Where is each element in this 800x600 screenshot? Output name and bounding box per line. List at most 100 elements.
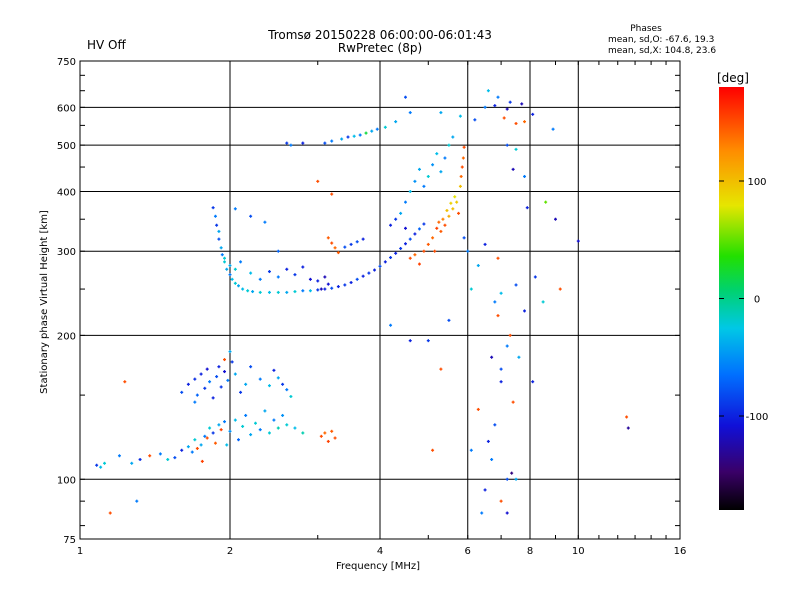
data-point [499,291,503,295]
data-point [496,256,500,260]
data-point [226,378,230,382]
data-point [514,147,518,151]
y-tick-label: 600 [57,103,76,114]
data-point [148,454,152,458]
data-point [493,423,497,427]
data-point [435,226,439,230]
data-point [625,415,629,419]
data-point [541,300,545,304]
data-point [323,141,327,145]
data-point [343,245,347,249]
data-point [276,290,280,294]
data-point [476,264,480,268]
data-point [258,428,262,432]
data-point [551,127,555,131]
data-point [458,114,462,118]
data-point [186,445,190,449]
data-point [355,240,359,244]
data-point [285,388,289,392]
data-point [499,367,503,371]
data-point [285,141,289,145]
data-point [219,246,223,250]
x-tick-label: 1 [77,546,83,557]
data-point [469,287,473,291]
colorbar-tick-label: -100 [746,412,769,423]
data-point [445,209,449,213]
x-tick-label: 2 [227,546,233,557]
data-point [460,165,464,169]
data-point [130,461,134,465]
data-point [417,227,421,231]
data-point [451,207,455,211]
data-point [449,201,453,205]
data-point [267,290,271,294]
data-point [233,267,237,271]
data-point [253,421,257,425]
data-point [123,380,127,384]
data-point [236,438,240,442]
data-point [417,262,421,266]
data-point [533,275,537,279]
data-point [323,287,327,291]
data-point [462,236,466,240]
data-point [517,355,521,359]
data-point [200,459,204,463]
data-point [215,375,219,379]
data-point [493,104,497,108]
data-point [486,439,490,443]
data-point [461,156,465,160]
data-point [626,426,630,430]
data-point [258,277,262,281]
data-point [199,443,203,447]
data-point [553,217,557,221]
data-point [193,438,197,442]
data-point [138,457,142,461]
data-point [330,139,334,143]
data-point [219,428,223,432]
data-point [422,184,426,188]
x-tick-label: 4 [377,546,383,557]
data-point [514,122,518,126]
data-point [453,195,457,199]
data-point [343,283,347,287]
data-point [241,424,245,428]
data-point [267,270,271,274]
data-point [301,141,305,145]
data-point [330,192,334,196]
data-point [166,457,170,461]
data-point [483,488,487,492]
data-point [223,260,227,264]
data-point [263,409,267,413]
data-point [239,260,243,264]
data-point [394,217,398,221]
data-point [502,116,506,120]
data-point [439,111,443,115]
data-point [413,232,417,236]
data-point [336,251,340,255]
data-point [333,436,337,440]
data-point [223,256,227,260]
data-point [514,477,518,481]
data-point [349,281,353,285]
data-point [281,413,285,417]
data-point [316,179,320,183]
data-point [193,400,197,404]
data-point [469,448,473,452]
data-point [511,167,515,171]
y-tick-label: 200 [57,331,76,342]
data-point [447,214,451,218]
data-point [285,267,289,271]
data-point [326,439,330,443]
data-point [370,129,374,133]
data-point [301,289,305,293]
data-point [276,376,280,380]
data-point [447,143,451,147]
data-point [244,413,248,417]
data-point [496,95,500,99]
data-point [267,384,271,388]
data-point [457,211,461,215]
data-point [228,273,232,277]
y-tick-label: 400 [57,187,76,198]
data-point [493,300,497,304]
data-point [346,135,350,139]
